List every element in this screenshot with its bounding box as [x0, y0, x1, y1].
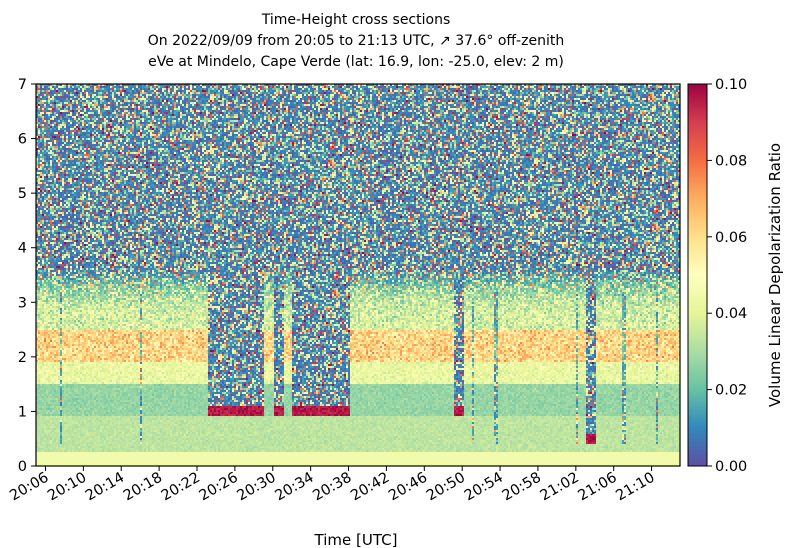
y-tick-label: 1: [18, 404, 27, 420]
x-tick-label: 20:06: [7, 470, 51, 505]
y-tick-label: 5: [18, 186, 27, 202]
colorbar-tick-label: 0.02: [715, 383, 747, 399]
y-tick-label: 6: [18, 132, 27, 148]
x-tick-label: 20:50: [424, 470, 468, 505]
x-tick-label: 21:02: [538, 470, 582, 505]
colorbar-axis: 0.00 0.02 0.04 0.06 0.08 0.10: [707, 77, 747, 475]
x-tick-label: 21:10: [613, 470, 657, 505]
colorbar-tick-label: 0.06: [715, 230, 747, 246]
x-tick-label: 20:54: [462, 470, 506, 505]
chart-title-line-1: Time-Height cross sections: [261, 12, 451, 28]
colorbar-label: Volume Linear Depolarization Ratio: [766, 143, 784, 407]
chart-title-line-2: On 2022/09/09 from 20:05 to 21:13 UTC, ↗…: [148, 33, 564, 49]
colorbar-tick-label: 0.04: [715, 306, 747, 322]
plot-frame: [35, 83, 681, 467]
x-tick-label: 20:42: [348, 470, 392, 505]
x-axis-label: Time [UTC]: [314, 531, 398, 548]
x-axis: 20:0620:1020:1420:1820:2220:2620:3020:34…: [7, 466, 658, 505]
colorbar-tick-label: 0.08: [715, 153, 747, 169]
x-tick-label: 20:14: [83, 470, 127, 505]
colorbar-tick-label: 0.00: [715, 459, 747, 475]
x-tick-label: 20:10: [45, 470, 89, 505]
y-tick-label: 3: [18, 295, 27, 311]
x-tick-label: 21:06: [576, 470, 620, 505]
colorbar: [687, 83, 708, 467]
x-tick-label: 20:30: [235, 470, 279, 505]
chart-title-line-3: eVe at Mindelo, Cape Verde (lat: 16.9, l…: [148, 54, 564, 70]
y-tick-label: 2: [18, 350, 27, 366]
y-tick-label: 0: [18, 459, 27, 475]
colorbar-tick-label: 0.10: [715, 77, 747, 93]
x-tick-label: 20:38: [310, 470, 354, 505]
depolarization-heatmap: [36, 84, 680, 466]
y-tick-label: 4: [18, 241, 27, 257]
x-tick-label: 20:18: [121, 470, 165, 505]
x-tick-label: 20:58: [500, 470, 544, 505]
x-tick-label: 20:26: [197, 470, 241, 505]
x-tick-label: 20:22: [159, 470, 203, 505]
y-tick-label: 7: [18, 77, 27, 93]
y-axis: 0 1 2 3 4 5 6 7: [18, 77, 36, 475]
x-tick-label: 20:46: [386, 470, 430, 505]
x-tick-label: 20:34: [272, 470, 316, 505]
